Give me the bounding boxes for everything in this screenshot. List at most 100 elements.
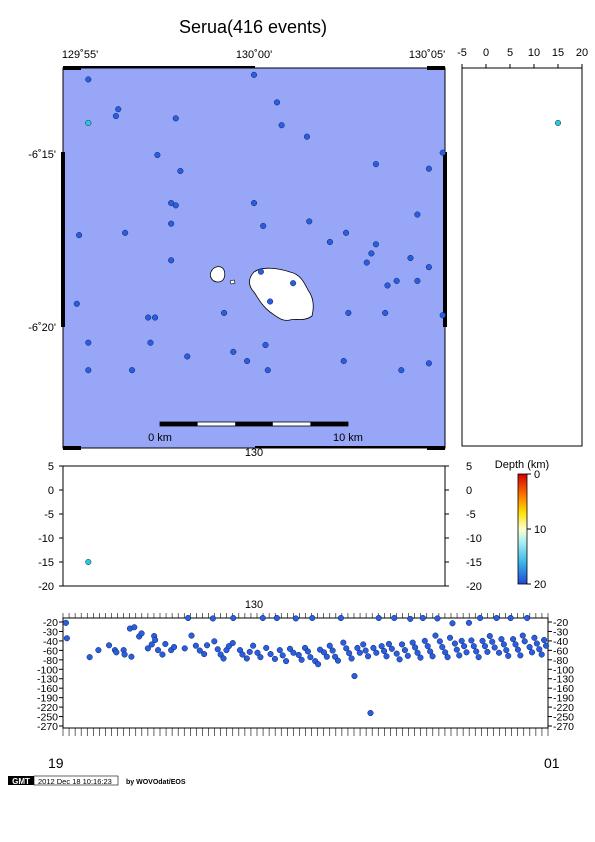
depth-lat-tick-label-5: 20	[576, 47, 588, 59]
time-event-151	[533, 640, 540, 647]
map-event-13	[172, 202, 179, 209]
map-event-49	[262, 341, 269, 349]
time-right-label-8: -190	[553, 693, 574, 705]
time-depth-frame	[62, 617, 549, 729]
time-left-label-9: -220	[37, 702, 58, 714]
time-event-146	[521, 638, 528, 645]
map-event-42	[382, 309, 389, 316]
time-event-28	[201, 651, 208, 658]
time-event-40	[239, 651, 246, 658]
map-frame-bottom-left	[63, 446, 81, 450]
time-event-13	[138, 630, 145, 637]
time-event-148	[526, 643, 533, 651]
colorbar-scale	[517, 473, 528, 585]
map-event-27	[368, 250, 375, 257]
map-event-29	[407, 254, 414, 262]
time-event-117	[453, 646, 460, 653]
time-event-46	[259, 614, 266, 622]
colorbar-label-10: 10	[534, 524, 546, 536]
map-event-10	[177, 167, 184, 175]
map-frame-top-right	[427, 66, 445, 70]
map-event-53	[264, 367, 271, 374]
time-event-116	[451, 640, 458, 647]
lon-depth-panel: 5 5 0 0 -5 -5 -10 -10 -15 -15 -20 -20	[38, 461, 482, 593]
time-top-tick: 130	[245, 599, 263, 611]
time-event-92	[391, 614, 398, 622]
map-event-31	[393, 277, 400, 284]
time-event-44	[254, 649, 261, 656]
map-event-37	[145, 314, 152, 321]
map-event-26	[168, 257, 175, 264]
map-event-25	[439, 149, 446, 156]
time-event-107	[429, 653, 436, 660]
time-event-20	[162, 640, 169, 648]
time-right-label-6: -130	[553, 674, 574, 686]
scale-label-ten: 10 km	[333, 432, 363, 444]
time-event-85	[373, 649, 380, 656]
time-event-31	[211, 638, 218, 645]
time-event-37	[229, 640, 236, 647]
map-event-47	[230, 348, 237, 355]
footer: GMT 2012 Dec 18 10:16:23 by WOVOdat/EOS	[8, 775, 186, 786]
map-event-52	[128, 367, 136, 374]
time-event-152	[536, 646, 543, 653]
map-event-51	[85, 367, 92, 374]
map-event-41	[345, 309, 352, 316]
depth-lat-event-0	[554, 119, 562, 126]
map-event-24	[425, 165, 432, 172]
time-event-112	[442, 649, 449, 656]
time-event-138	[503, 647, 510, 654]
time-event-57	[295, 651, 302, 659]
time-event-47	[263, 644, 270, 651]
time-event-86	[375, 614, 382, 622]
time-event-43	[250, 642, 257, 649]
time-event-23	[181, 645, 188, 652]
time-left-label-1: -30	[43, 626, 58, 638]
map-event-34	[290, 280, 297, 287]
scale-bar-seg-3	[235, 422, 273, 426]
time-event-91	[388, 645, 395, 652]
time-event-127	[477, 614, 484, 622]
time-event-15	[148, 641, 155, 648]
map-event-40	[267, 298, 274, 305]
time-event-45	[257, 654, 264, 661]
lon-depth-frame	[62, 465, 446, 587]
map-event-33	[414, 277, 421, 284]
map-event-2	[115, 106, 122, 113]
map-event-21	[326, 238, 333, 246]
time-event-25	[188, 632, 195, 639]
time-event-90	[385, 640, 392, 648]
time-event-128	[479, 637, 486, 644]
time-left-label-7: -160	[37, 683, 58, 695]
time-event-26	[192, 642, 199, 649]
time-event-58	[298, 656, 305, 663]
time-event-120	[461, 643, 468, 650]
time-event-118	[456, 652, 463, 659]
time-event-50	[273, 614, 280, 622]
time-event-96	[401, 647, 408, 654]
time-event-144	[517, 652, 524, 659]
scale-bar-seg-1	[160, 422, 198, 426]
time-event-18	[155, 647, 162, 654]
section-left-label-3: -10	[38, 533, 54, 545]
time-event-153	[538, 651, 545, 658]
time-event-53	[283, 658, 290, 665]
lon-depth-points	[85, 558, 92, 566]
map-event-44	[85, 339, 92, 346]
map-frame-bottom-right	[427, 446, 445, 450]
time-event-82	[365, 653, 372, 660]
time-y-labels: -20 -20-30 -30-40 -40-60 -60-80 -80-100 -100-1…	[37, 617, 574, 733]
time-event-79	[356, 649, 363, 656]
time-event-68	[326, 642, 333, 649]
time-left-label-8: -190	[37, 693, 58, 705]
time-event-69	[329, 647, 336, 654]
depth-colorbar: Depth (km) 0 10 20	[495, 459, 549, 591]
map-frame-top-mid	[81, 66, 255, 68]
gmt-logo: GMT	[12, 777, 30, 786]
section-left-label-2: -5	[44, 509, 54, 521]
time-left-label-4: -80	[43, 655, 58, 667]
section-right-label-0: 5	[466, 461, 472, 473]
time-event-11	[131, 624, 138, 631]
lon-tick-1: 129˚55'	[62, 49, 98, 61]
map-event-15	[76, 232, 83, 239]
